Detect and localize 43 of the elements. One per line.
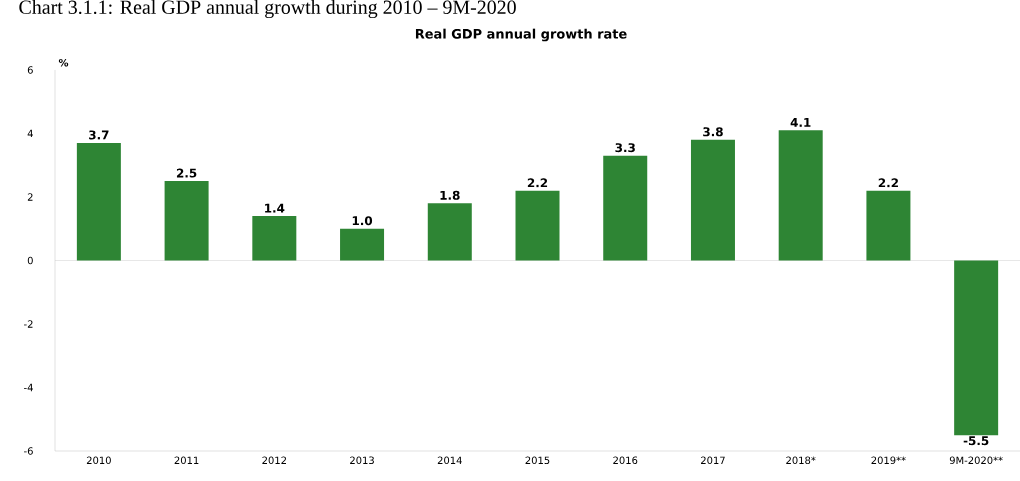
y-tick-label: -2 bbox=[24, 320, 33, 328]
data-label: 3.8 bbox=[703, 127, 723, 137]
data-label: 1.8 bbox=[440, 190, 460, 200]
x-tick-label: 2016 bbox=[613, 456, 638, 465]
data-label: 1.4 bbox=[265, 203, 285, 213]
y-tick-label: 6 bbox=[27, 66, 33, 74]
x-tick-label: 2018* bbox=[786, 456, 816, 465]
x-tick-label: 2010 bbox=[86, 456, 111, 465]
bar bbox=[866, 190, 911, 261]
data-label: -5.5 bbox=[963, 436, 989, 446]
data-label: 2.5 bbox=[176, 168, 197, 178]
x-tick-label: 2012 bbox=[262, 456, 286, 465]
data-label: 1.0 bbox=[352, 216, 373, 226]
caption: Chart 3.1.1: Real GDP annual growth during 2010 – 9M-2020 bbox=[19, 0, 516, 19]
bar bbox=[340, 228, 385, 261]
bar bbox=[164, 181, 209, 261]
bar bbox=[76, 143, 121, 261]
x-tick-label: 2017 bbox=[701, 456, 725, 465]
bar bbox=[603, 155, 648, 261]
bar bbox=[690, 139, 735, 261]
data-label: 3.3 bbox=[615, 143, 635, 153]
data-label: 4.1 bbox=[790, 118, 811, 127]
y-tick-label: -6 bbox=[24, 447, 33, 455]
x-tick-label: 2013 bbox=[350, 456, 374, 465]
bar bbox=[778, 130, 823, 261]
x-tick-label: 9M-2020** bbox=[949, 456, 1003, 465]
chart-title: Real GDP annual growth rate bbox=[415, 28, 627, 42]
y-axis-title: % bbox=[58, 58, 69, 67]
bar bbox=[252, 216, 297, 261]
y-tick-label: 2 bbox=[27, 193, 33, 201]
x-tick-label: 2015 bbox=[525, 456, 550, 465]
data-label: 2.2 bbox=[527, 178, 548, 188]
bar bbox=[515, 190, 560, 261]
y-tick-label: 0 bbox=[27, 256, 33, 265]
y-tick-label: 4 bbox=[27, 129, 33, 138]
x-tick-label: 2019** bbox=[871, 456, 906, 465]
x-tick-label: 2011 bbox=[174, 456, 199, 465]
data-label: 3.7 bbox=[89, 130, 109, 140]
y-tick-label: -4 bbox=[24, 383, 33, 392]
bar bbox=[427, 203, 472, 261]
data-label: 2.2 bbox=[878, 178, 898, 188]
bar bbox=[954, 260, 999, 436]
x-tick-label: 2014 bbox=[437, 456, 462, 465]
